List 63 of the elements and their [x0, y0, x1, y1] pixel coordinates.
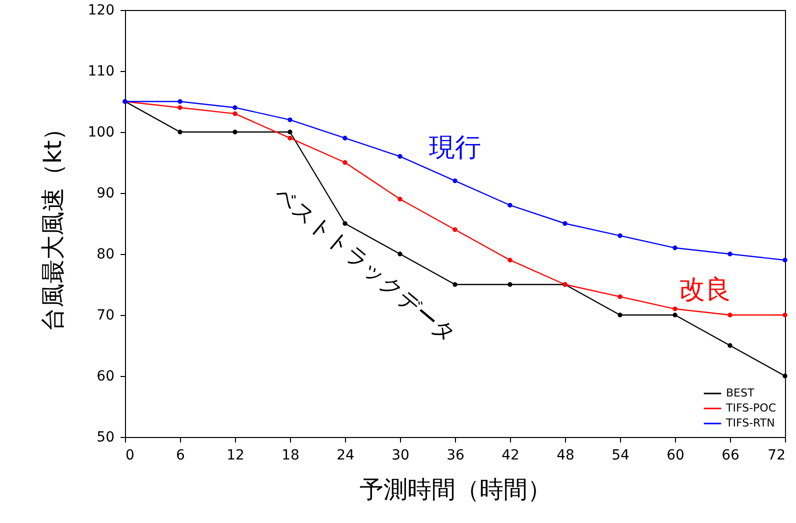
point — [672, 246, 678, 250]
point — [782, 258, 788, 262]
point — [232, 130, 238, 134]
point — [342, 136, 348, 140]
x-tick-label: 18 — [282, 448, 300, 464]
legend-label: TIFS-RTN — [725, 416, 775, 430]
point — [618, 294, 622, 300]
x-tick-label: 66 — [722, 448, 740, 464]
point — [728, 252, 732, 256]
y-tick-label: 50 — [96, 430, 114, 446]
point — [232, 105, 238, 110]
x-tick-label: 36 — [446, 448, 464, 464]
x-tick-label: 42 — [502, 448, 520, 464]
y-tick-label: 60 — [96, 368, 114, 384]
x-tick-label: 72 — [768, 448, 786, 464]
point — [672, 306, 678, 312]
y-tick-label: 70 — [96, 308, 114, 324]
point — [178, 99, 182, 104]
point — [672, 312, 678, 318]
point — [508, 258, 512, 262]
y-tick-label: 120 — [88, 2, 114, 18]
point — [782, 312, 788, 318]
x-tick-label: 6 — [176, 448, 186, 464]
x-tick-label: 48 — [556, 448, 574, 464]
point — [288, 130, 292, 134]
point — [508, 282, 512, 287]
x-axis-title: 予測時間（時間） — [360, 476, 552, 504]
x-tick-label: 60 — [666, 448, 684, 464]
y-tick-label: 90 — [96, 186, 114, 202]
x-tick-label: 30 — [392, 448, 410, 464]
legend-label: TIFS-POC — [725, 402, 776, 414]
y-axis-title: 台風最大風速（kt） — [38, 116, 67, 332]
x-tick-label: 0 — [126, 448, 134, 464]
legend-label: BEST — [726, 386, 754, 400]
point — [618, 233, 622, 238]
point — [728, 343, 732, 348]
point — [562, 221, 568, 226]
annotation: ベストトラックデータ — [268, 182, 460, 349]
annotation: 改良 — [679, 275, 731, 305]
point — [178, 130, 182, 134]
point — [288, 136, 292, 140]
y-tick-label: 110 — [88, 64, 114, 80]
point — [728, 312, 732, 318]
x-tick-label: 24 — [336, 448, 354, 464]
x-tick-label: 12 — [226, 448, 244, 464]
x-tick-label: 54 — [612, 448, 630, 464]
point — [342, 221, 348, 226]
point — [618, 312, 622, 318]
point — [452, 178, 458, 184]
point — [288, 117, 292, 122]
point — [452, 227, 458, 232]
point — [232, 111, 238, 116]
annotation: 現行 — [429, 133, 481, 163]
point — [452, 282, 458, 287]
point — [508, 202, 512, 208]
point — [398, 196, 402, 202]
point — [398, 154, 402, 159]
point — [178, 105, 182, 110]
point — [342, 160, 348, 165]
y-tick-label: 80 — [96, 246, 114, 262]
point — [782, 374, 788, 378]
y-tick-label: 100 — [88, 124, 114, 140]
point — [398, 252, 402, 256]
